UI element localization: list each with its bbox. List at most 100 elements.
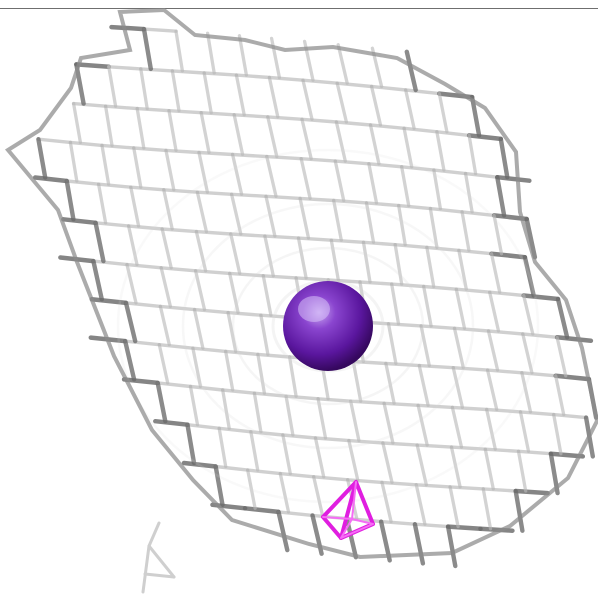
mesh-strand — [228, 271, 240, 315]
viewer-top-border — [0, 8, 598, 9]
mesh-strand — [193, 269, 207, 312]
mesh-strand — [199, 110, 236, 117]
mesh-strand — [188, 384, 225, 392]
mesh-strand — [195, 190, 209, 234]
mesh-strand — [276, 509, 290, 553]
mesh-strand — [191, 346, 203, 389]
mesh-strand — [185, 423, 221, 430]
mesh-strand — [467, 133, 478, 176]
mesh-strand — [224, 349, 235, 392]
tetrahedron-marker[interactable] — [321, 480, 375, 540]
mesh-strand — [316, 397, 328, 440]
mesh-strand — [485, 407, 523, 414]
mesh-strand — [91, 259, 129, 267]
mesh-strand — [347, 438, 385, 445]
mesh-strand — [413, 522, 450, 529]
mesh-strand — [485, 368, 499, 412]
mesh-strand — [457, 248, 494, 256]
mesh-strand — [229, 192, 243, 236]
mesh-strand — [425, 245, 461, 253]
mesh-strand — [192, 307, 230, 315]
mesh-strand — [213, 464, 250, 472]
mesh-strand — [193, 269, 232, 276]
mesh-strand — [269, 36, 282, 80]
mesh-strand — [281, 433, 292, 476]
mesh-strand — [329, 238, 366, 245]
mesh-strand — [552, 412, 588, 420]
mesh-strand — [358, 280, 394, 286]
mesh-strand — [91, 258, 105, 302]
mesh-strand — [232, 113, 245, 157]
mesh-strand — [452, 326, 491, 333]
mesh-strand — [329, 238, 340, 282]
mesh-strand — [454, 287, 467, 330]
mesh-strand — [197, 150, 235, 157]
mesh-strand — [129, 185, 141, 228]
mesh-strand — [422, 284, 458, 291]
mesh-strand — [382, 401, 420, 407]
mesh-strand — [170, 69, 206, 75]
mesh-strand — [191, 346, 228, 354]
mesh-strand — [521, 332, 534, 375]
mesh-strand — [300, 117, 313, 161]
mesh-strand — [368, 123, 381, 166]
mesh-strand — [242, 506, 281, 515]
mesh-outline — [4, 7, 598, 560]
mesh-strand — [197, 150, 210, 194]
mesh-strand — [554, 335, 594, 344]
mesh-strand — [419, 324, 431, 368]
mesh-strand — [301, 78, 339, 85]
mesh-strand — [246, 468, 257, 510]
mesh-strand — [276, 510, 315, 518]
mesh-strand — [414, 483, 427, 526]
mesh-strand — [249, 430, 260, 472]
atom-sphere[interactable] — [283, 281, 373, 371]
mesh-strand — [553, 373, 592, 382]
mesh-strand — [326, 278, 362, 284]
mesh-strand — [386, 322, 423, 328]
mesh-strand — [237, 34, 249, 77]
mesh-strand — [404, 88, 416, 130]
density-contour — [116, 148, 540, 504]
mesh-strand — [498, 136, 510, 180]
mesh-strand — [135, 106, 146, 150]
mesh-strand — [155, 381, 193, 389]
mesh-strand — [416, 403, 455, 410]
mesh-strand — [139, 67, 149, 111]
mesh-strand — [428, 206, 464, 214]
mesh-strand — [89, 297, 129, 306]
mesh-strand — [65, 179, 101, 186]
mesh-strand — [369, 84, 408, 92]
mesh-strand — [256, 352, 267, 395]
mesh-strand — [266, 115, 279, 159]
mesh-strand — [226, 310, 263, 317]
mesh-strand — [100, 143, 136, 150]
mesh-strand — [489, 251, 528, 260]
mesh-strand — [32, 175, 70, 184]
mesh-strand — [552, 412, 563, 456]
mesh-strand — [298, 196, 336, 203]
mesh-strand — [109, 24, 147, 32]
mesh-strand — [417, 363, 455, 370]
mesh-strand — [159, 266, 198, 273]
mesh-strand — [555, 335, 568, 378]
mesh-strand — [522, 293, 535, 336]
mesh-strand — [495, 174, 532, 183]
mesh-strand — [488, 290, 501, 333]
mesh-strand — [278, 471, 316, 479]
axis-indicator — [141, 521, 176, 594]
mesh-strand — [153, 418, 190, 427]
mesh-strand — [300, 117, 339, 124]
mesh-strand — [107, 65, 118, 108]
mesh-strand — [312, 475, 350, 482]
mesh-strand — [555, 296, 570, 340]
mesh-strand — [390, 282, 401, 326]
mesh-strand — [158, 304, 197, 312]
mesh-strand — [170, 69, 181, 113]
mesh-strand — [299, 157, 312, 201]
mesh-strand — [369, 84, 383, 127]
mesh-strand — [226, 310, 238, 354]
mesh-strand — [449, 445, 462, 489]
mesh-strand — [264, 194, 302, 201]
